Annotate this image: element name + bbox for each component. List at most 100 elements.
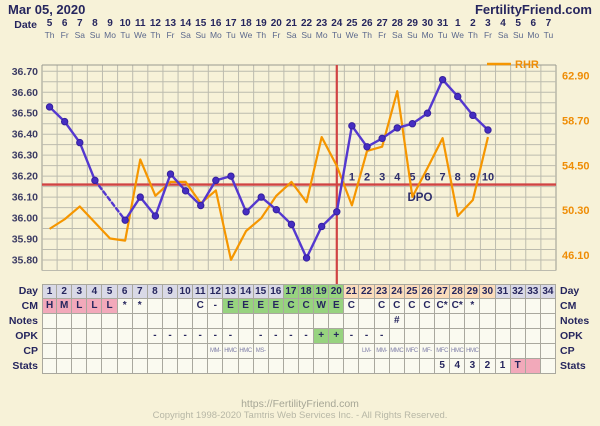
opk-cell[interactable] xyxy=(72,329,88,344)
date-cell[interactable]: 28 xyxy=(391,18,403,29)
opk-cell[interactable] xyxy=(389,329,405,344)
cp-cell[interactable] xyxy=(72,344,88,359)
temp-point[interactable] xyxy=(333,208,341,216)
opk-cell[interactable] xyxy=(102,329,118,344)
opk-cell[interactable]: - xyxy=(223,329,239,344)
opk-cell[interactable] xyxy=(87,329,103,344)
cm-cell[interactable]: W xyxy=(314,299,330,314)
date-cell[interactable]: 6 xyxy=(530,18,537,29)
stats-cell[interactable] xyxy=(419,359,436,374)
opk-cell[interactable] xyxy=(419,329,436,344)
day-cell[interactable]: 8 xyxy=(147,284,163,299)
stats-cell[interactable] xyxy=(525,359,541,374)
cm-cell[interactable] xyxy=(510,299,526,314)
date-cell[interactable]: 13 xyxy=(164,18,177,29)
stats-cell[interactable] xyxy=(132,359,148,374)
day-cell[interactable]: 27 xyxy=(435,284,451,299)
notes-cell[interactable]: # xyxy=(389,314,405,329)
notes-cell[interactable] xyxy=(238,314,254,329)
date-cell[interactable]: 23 xyxy=(316,18,328,29)
cp-cell[interactable]: LM- xyxy=(359,344,375,359)
date-cell[interactable]: 21 xyxy=(285,18,297,29)
notes-cell[interactable] xyxy=(253,314,269,329)
date-cell[interactable]: 30 xyxy=(421,18,434,29)
cm-cell[interactable]: E xyxy=(238,299,254,314)
stats-cell[interactable] xyxy=(57,359,73,374)
notes-cell[interactable] xyxy=(329,314,345,329)
cm-cell[interactable]: C xyxy=(404,299,420,314)
notes-cell[interactable] xyxy=(102,314,118,329)
stats-cell[interactable]: 1 xyxy=(495,359,511,374)
cm-cell[interactable]: * xyxy=(132,299,148,314)
cm-cell[interactable]: C xyxy=(419,299,436,314)
date-cell[interactable]: 24 xyxy=(331,18,343,29)
day-cell[interactable]: 26 xyxy=(419,284,436,299)
temp-point[interactable] xyxy=(60,117,69,126)
cp-cell[interactable]: HMC xyxy=(465,344,481,359)
cp-cell[interactable]: MS- xyxy=(253,344,269,359)
temp-point[interactable] xyxy=(136,193,144,201)
cp-cell[interactable] xyxy=(193,344,209,359)
cm-cell[interactable] xyxy=(495,299,511,314)
notes-cell[interactable] xyxy=(314,314,330,329)
opk-cell[interactable]: - xyxy=(359,329,375,344)
brand-link[interactable]: FertilityFriend.com xyxy=(474,2,592,17)
temp-point[interactable] xyxy=(287,220,296,229)
temp-point[interactable] xyxy=(166,170,175,178)
cm-cell[interactable]: C xyxy=(389,299,405,314)
cm-cell[interactable]: E xyxy=(253,299,269,314)
notes-cell[interactable] xyxy=(178,314,194,329)
cp-cell[interactable] xyxy=(132,344,148,359)
temp-point[interactable] xyxy=(438,75,447,84)
date-cell[interactable]: 11 xyxy=(134,18,146,29)
cm-cell[interactable]: M xyxy=(57,299,73,314)
temp-point[interactable] xyxy=(197,201,205,210)
opk-cell[interactable]: - xyxy=(374,329,390,344)
cm-cell[interactable] xyxy=(525,299,541,314)
cp-cell[interactable]: MFC xyxy=(404,344,420,359)
notes-cell[interactable] xyxy=(57,314,73,329)
day-cell[interactable]: 32 xyxy=(510,284,526,299)
opk-cell[interactable]: - xyxy=(208,329,224,344)
cm-cell[interactable] xyxy=(162,299,179,314)
opk-cell[interactable]: + xyxy=(329,329,345,344)
temp-point[interactable] xyxy=(317,222,326,231)
date-cell[interactable]: 7 xyxy=(77,18,83,29)
stats-cell[interactable] xyxy=(223,359,239,374)
date-cell[interactable]: 27 xyxy=(376,18,388,29)
opk-cell[interactable] xyxy=(510,329,526,344)
stats-cell[interactable] xyxy=(389,359,405,374)
cp-cell[interactable]: MM- xyxy=(374,344,390,359)
day-cell[interactable]: 3 xyxy=(72,284,88,299)
stats-cell[interactable] xyxy=(344,359,360,374)
stats-cell[interactable] xyxy=(42,359,58,374)
temp-point[interactable] xyxy=(272,205,281,214)
cp-cell[interactable] xyxy=(495,344,511,359)
date-cell[interactable]: 1 xyxy=(454,18,461,29)
footer-url-link[interactable]: https://FertilityFriend.com xyxy=(241,398,359,410)
temp-point[interactable] xyxy=(393,124,401,132)
temp-point[interactable] xyxy=(121,216,129,224)
temp-point[interactable] xyxy=(378,134,386,143)
opk-cell[interactable]: - xyxy=(178,329,194,344)
date-cell[interactable]: 4 xyxy=(500,18,506,29)
cp-cell[interactable] xyxy=(147,344,163,359)
cp-cell[interactable] xyxy=(268,344,284,359)
day-cell[interactable]: 15 xyxy=(253,284,269,299)
cp-cell[interactable]: MF- xyxy=(419,344,436,359)
cp-cell[interactable]: HMC xyxy=(450,344,466,359)
notes-cell[interactable] xyxy=(359,314,375,329)
cm-cell[interactable]: C xyxy=(344,299,360,314)
date-cell[interactable]: 6 xyxy=(61,18,68,29)
notes-cell[interactable] xyxy=(42,314,58,329)
opk-cell[interactable] xyxy=(465,329,481,344)
date-cell[interactable]: 15 xyxy=(195,18,207,29)
notes-cell[interactable] xyxy=(132,314,148,329)
stats-cell[interactable] xyxy=(72,359,88,374)
day-cell[interactable]: 2 xyxy=(57,284,73,299)
date-cell[interactable]: 5 xyxy=(515,18,521,29)
stats-cell[interactable] xyxy=(178,359,194,374)
stats-cell[interactable] xyxy=(329,359,345,374)
stats-cell[interactable] xyxy=(268,359,284,374)
day-cell[interactable]: 20 xyxy=(329,284,345,299)
